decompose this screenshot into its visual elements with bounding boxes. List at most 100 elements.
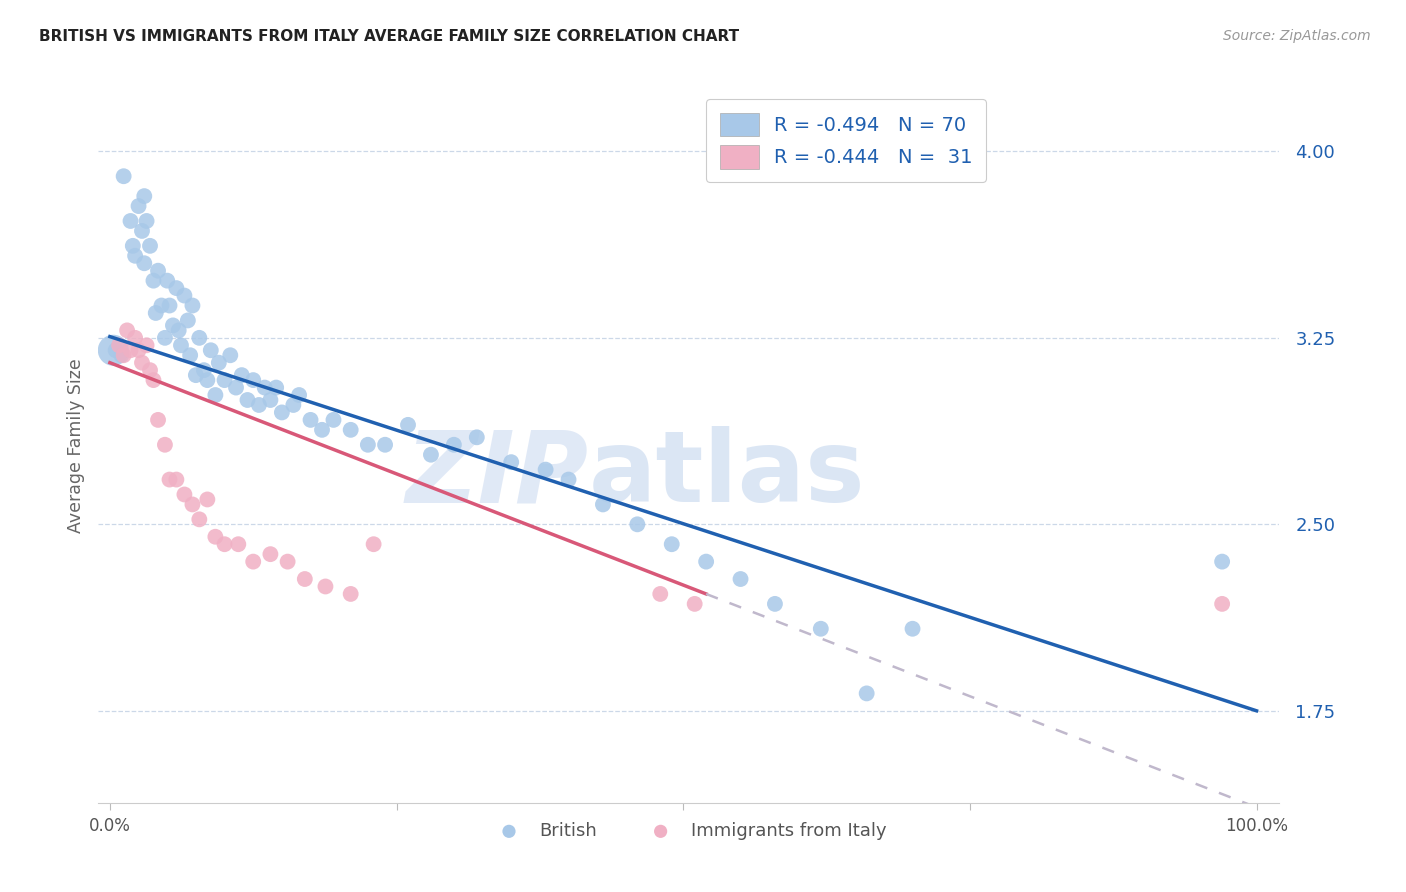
Point <box>128 343 150 358</box>
Point <box>134 256 156 270</box>
Point <box>219 348 242 362</box>
Point <box>443 438 465 452</box>
Point <box>120 214 142 228</box>
Point <box>231 368 253 383</box>
Point <box>242 373 264 387</box>
Point <box>253 380 276 394</box>
Point <box>124 249 146 263</box>
Text: ZIP: ZIP <box>405 426 589 523</box>
Point <box>299 413 322 427</box>
Point <box>592 498 614 512</box>
Point <box>901 622 924 636</box>
Point <box>420 448 443 462</box>
Point <box>121 239 143 253</box>
Point <box>146 413 169 427</box>
Point <box>200 343 222 358</box>
Text: BRITISH VS IMMIGRANTS FROM ITALY AVERAGE FAMILY SIZE CORRELATION CHART: BRITISH VS IMMIGRANTS FROM ITALY AVERAGE… <box>39 29 740 44</box>
Point <box>396 417 419 432</box>
Point <box>131 356 153 370</box>
Point <box>159 299 181 313</box>
Point <box>683 597 706 611</box>
Point <box>534 462 557 476</box>
Point <box>193 363 215 377</box>
Point <box>661 537 683 551</box>
Point <box>167 323 190 337</box>
Point <box>188 512 211 526</box>
Point <box>277 555 299 569</box>
Point <box>124 331 146 345</box>
Point <box>322 413 344 427</box>
Point <box>294 572 316 586</box>
Y-axis label: Average Family Size: Average Family Size <box>66 359 84 533</box>
Point <box>165 281 187 295</box>
Point <box>363 537 385 551</box>
Point <box>855 686 877 700</box>
Point <box>1211 597 1233 611</box>
Point <box>146 263 169 277</box>
Point <box>288 388 311 402</box>
Point <box>139 363 162 377</box>
Point <box>195 492 218 507</box>
Point <box>165 473 187 487</box>
Point <box>810 622 832 636</box>
Point <box>357 438 380 452</box>
Point <box>270 405 292 419</box>
Point <box>557 473 579 487</box>
Point <box>626 517 648 532</box>
Point <box>204 388 226 402</box>
Point <box>150 299 173 313</box>
Point <box>162 318 184 333</box>
Point <box>208 356 231 370</box>
Point <box>730 572 752 586</box>
Point <box>259 392 281 407</box>
Point <box>134 189 156 203</box>
Point <box>1211 555 1233 569</box>
Point <box>374 438 396 452</box>
Point <box>110 348 132 362</box>
Text: atlas: atlas <box>589 426 865 523</box>
Point <box>145 306 167 320</box>
Point <box>120 343 142 358</box>
Point <box>214 373 236 387</box>
Point <box>242 555 264 569</box>
Point <box>170 338 193 352</box>
Point <box>311 423 333 437</box>
Point <box>226 537 249 551</box>
Point <box>135 338 157 352</box>
Point <box>650 587 672 601</box>
Point <box>142 373 165 387</box>
Point <box>339 423 361 437</box>
Point <box>181 299 204 313</box>
Text: Source: ZipAtlas.com: Source: ZipAtlas.com <box>1223 29 1371 43</box>
Point <box>142 274 165 288</box>
Point <box>247 398 270 412</box>
Point <box>177 313 200 327</box>
Point <box>195 373 218 387</box>
Point <box>153 438 176 452</box>
Point <box>112 348 135 362</box>
Point <box>156 274 179 288</box>
Point <box>188 331 211 345</box>
Point <box>314 579 336 593</box>
Point <box>139 239 162 253</box>
Point <box>465 430 488 444</box>
Point <box>179 348 201 362</box>
Point <box>225 380 247 394</box>
Point <box>181 498 204 512</box>
Point <box>501 455 523 469</box>
Point <box>104 343 127 358</box>
Point <box>103 343 125 358</box>
Point <box>695 555 717 569</box>
Point <box>339 587 361 601</box>
Point <box>173 487 195 501</box>
Point <box>173 288 195 302</box>
Point <box>184 368 207 383</box>
Point <box>283 398 305 412</box>
Point <box>135 214 157 228</box>
Point <box>763 597 786 611</box>
Point <box>259 547 281 561</box>
Point <box>108 338 131 352</box>
Point <box>112 169 135 184</box>
Point <box>236 392 259 407</box>
Point <box>153 331 176 345</box>
